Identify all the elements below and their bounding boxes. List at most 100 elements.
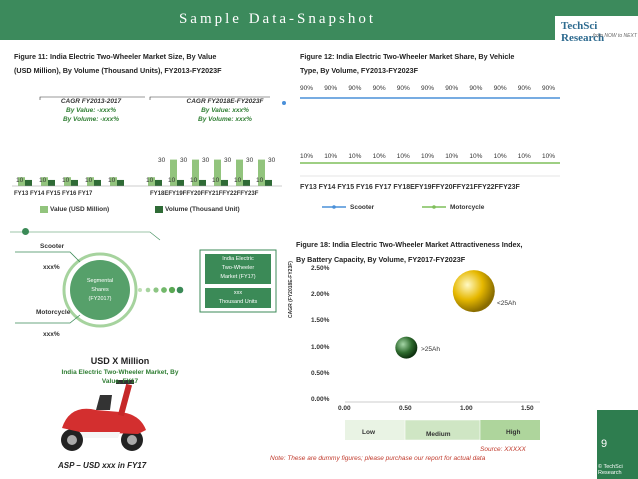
market-caption-line2: Value, FY17 <box>101 378 139 385</box>
page-number: 9 <box>601 438 608 450</box>
fig11-bar-value <box>87 177 94 186</box>
market-caption-line1: India Electric Two-Wheeler Market, By <box>61 369 179 376</box>
fig18-band-high <box>480 420 540 440</box>
fig11-data-label: 10 <box>168 177 176 184</box>
fig11-top-label: 30 <box>268 157 276 164</box>
fig12-motorcycle-label: 10% <box>421 153 435 160</box>
arrow-dots <box>138 286 184 294</box>
fig11-subtitle: (USD Million), By Volume (Thousand Units… <box>14 66 222 75</box>
fig11-top-labels: 30 30 30 30 30 30 <box>148 157 283 167</box>
company-logo: TechSci Research <box>561 20 605 44</box>
fig11-bar-value <box>236 159 243 186</box>
market-box-frame <box>199 249 277 313</box>
fig12-motorcycle-label: 10% <box>348 153 362 160</box>
segment-top-icon <box>22 228 29 235</box>
fig11-x-ticks: FY13 FY14 FY15 FY16 FY17 <box>14 191 93 197</box>
fig18-title: Figure 18: India Electric Two-Wheeler Ma… <box>296 240 523 249</box>
fig11-title: Figure 11: India Electric Two-Wheeler Ma… <box>14 52 217 61</box>
fig11-data-label: 10 <box>39 177 47 184</box>
fig12-motorcycle-label: 10% <box>445 153 459 160</box>
fig12-scooter-label: 90% <box>300 85 314 92</box>
market-box-bottom <box>205 288 271 308</box>
fig12-scooter-label: 90% <box>396 85 410 92</box>
fig12-motorcycle-label: 10% <box>300 153 314 160</box>
fig18-ytick: 2.50% <box>311 265 330 272</box>
fig11-bar-volume <box>25 179 32 186</box>
fig11-top-label: 30 <box>158 157 166 164</box>
segment-center-line3: (FY2017) <box>88 296 112 302</box>
fig12-legend-motorcycle: Motorcycle <box>450 204 485 211</box>
fig12-subtitle: Type, By Volume, FY2013-FY2023F <box>300 66 418 75</box>
disclaimer-note: Note: These are dummy figures; please pu… <box>270 455 486 462</box>
fig18-bubble-small <box>395 336 418 359</box>
header-banner <box>0 0 638 40</box>
fig18-band-divider <box>404 419 481 441</box>
fig11-bar-volume <box>221 179 228 186</box>
segment-outer-ring <box>62 252 138 328</box>
fig11-data-label: 10 <box>62 177 70 184</box>
market-box-line5: Thousand Units <box>218 299 258 305</box>
market-box-line4: xxx <box>233 290 243 296</box>
asp-label: ASP – USD xxx in FY17 <box>58 461 147 470</box>
fig18-band-low <box>345 420 405 440</box>
fig12-scooter-label: 90% <box>517 85 531 92</box>
fig18-ytick: 1.00% <box>311 344 330 351</box>
fig12-motorcycle-label: 10% <box>493 153 507 160</box>
fig11-bar-value <box>148 177 155 186</box>
fig11-data-label: 10 <box>16 177 24 184</box>
fig12-scooter-label: 90% <box>348 85 362 92</box>
fig12-scooter-label: 90% <box>324 85 338 92</box>
fig18-band-medium <box>405 420 480 440</box>
fig11-cagr1-line2: By Volume: -xxx% <box>62 116 120 123</box>
fig11-data-label: 10 <box>256 177 264 184</box>
fig12-motorcycle-label: 10% <box>517 153 531 160</box>
fig11-cagr1-heading: CAGR FY2013-2017 <box>60 98 122 105</box>
segment-graphic <box>10 228 277 451</box>
segment-motorcycle-value: xxx% <box>43 331 60 338</box>
fig18-band-low-label: Low <box>362 429 375 436</box>
fig11-top-label: 30 <box>202 157 210 164</box>
fig11-bar-volume <box>117 179 124 186</box>
segment-top-rule <box>10 231 161 241</box>
fig11-cagr2-line1: By Value: xxx% <box>201 107 249 114</box>
segment-motorcycle-connector <box>15 314 81 324</box>
fig11-top-label: 30 <box>224 157 232 164</box>
fig11-bar-value <box>110 177 117 186</box>
fig11-bar-value <box>170 159 177 186</box>
segment-center-line2: Shares <box>91 287 109 293</box>
market-usd-value: USD X Million <box>90 356 150 366</box>
fig11-chart: 10 10 10 10 10 10 10 10 10 10 10 <box>12 96 282 187</box>
fig11-bar-volume <box>199 179 206 186</box>
fig11-top-label: 30 <box>180 157 188 164</box>
fig11-data-label: 10 <box>146 177 154 184</box>
fig11-bar-volume <box>243 179 250 186</box>
footer-bar <box>597 410 638 479</box>
market-box-line2: Two-Wheeler <box>221 265 255 271</box>
fig18-ytick: 2.00% <box>311 291 330 298</box>
fig18-band-high-label: High <box>506 429 521 436</box>
page-title: Sample Data-Snapshot <box>178 11 377 27</box>
fig11-cagr2-bracket <box>149 96 270 100</box>
copyright: © TechSci Research <box>598 464 623 476</box>
fig12-motorcycle-label: 10% <box>324 153 338 160</box>
fig11-data-label: 10 <box>234 177 242 184</box>
fig18-xtick: 0.50 <box>399 405 412 412</box>
fig18-bubble-large <box>452 270 495 313</box>
fig12-chart <box>282 97 560 209</box>
fig18-bubble-small-label: >25Ah <box>421 346 440 353</box>
fig11-top-label: 30 <box>246 157 254 164</box>
fig11-data-label: 10 <box>108 177 116 184</box>
fig18-ytick: 0.50% <box>311 370 330 377</box>
fig12-legend-scooter-marker <box>332 205 336 209</box>
segment-center-circle <box>70 260 130 320</box>
segment-scooter-label: Scooter <box>40 243 65 250</box>
segment-center-line1: Segmental <box>86 278 114 284</box>
fig12-scooter-start-marker <box>282 101 286 105</box>
segment-scooter-value: xxx% <box>43 264 60 271</box>
fig12-scooter-label: 90% <box>372 85 386 92</box>
market-box-top <box>205 254 271 284</box>
fig12-scooter-label: 90% <box>469 85 483 92</box>
fig11-bar-value <box>258 159 265 186</box>
fig11-bar-value <box>64 177 71 186</box>
